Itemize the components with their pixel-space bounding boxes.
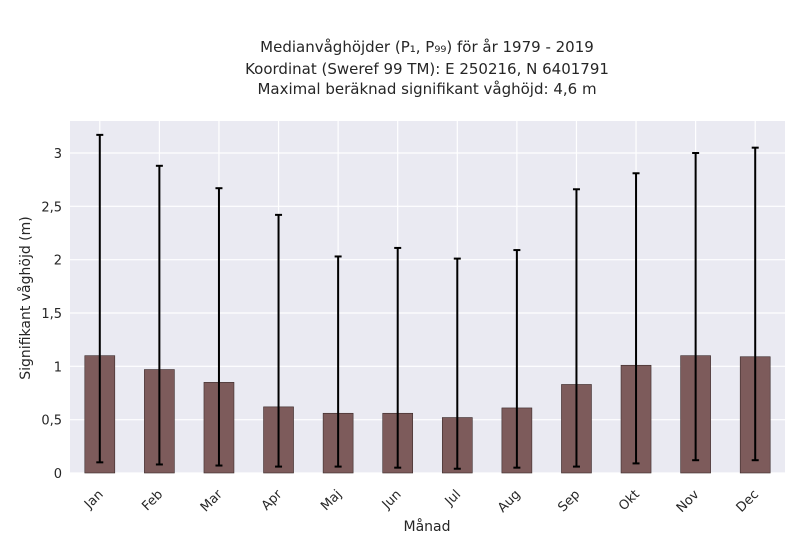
error-bars — [96, 133, 759, 470]
title-line-2: Koordinat (Sweref 99 TM): E 250216, N 64… — [245, 60, 609, 78]
x-tick-label-sep: Sep — [555, 487, 583, 515]
error-bar-apr — [275, 213, 283, 468]
y-tick-label: 1 — [54, 360, 62, 375]
x-tick-label-nov: Nov — [674, 487, 703, 516]
x-tick-label-apr: Apr — [259, 487, 286, 514]
y-tick-label: 2,5 — [41, 200, 62, 215]
y-tick-label: 0,5 — [41, 414, 62, 429]
x-tick-label-jun: Jun — [379, 487, 405, 513]
title-line-1: Medianvåghöjder (P₁, P₉₉) för år 1979 - … — [260, 38, 594, 56]
y-tick-label: 3 — [54, 147, 62, 162]
error-bar-nov — [692, 152, 700, 462]
x-tick-label-okt: Okt — [616, 487, 643, 514]
chart-title: Medianvåghöjder (P₁, P₉₉) för år 1979 - … — [245, 38, 609, 98]
error-bar-feb — [155, 164, 163, 466]
error-bar-aug — [513, 249, 521, 469]
x-tick-label-dec: Dec — [734, 487, 762, 515]
x-tick-label-aug: Aug — [495, 487, 524, 516]
x-axis-ticks: Jan Feb Mar Apr Maj Jun Jul Aug Sep Okt Nov Dec — [81, 487, 762, 516]
x-tick-label-maj: Maj — [318, 487, 345, 514]
y-tick-label: 1,5 — [41, 307, 62, 322]
y-axis-ticks: 0 0,5 1 1,5 2 2,5 3 — [41, 147, 62, 482]
y-tick-label: 0 — [54, 467, 62, 482]
x-tick-label-jan: Jan — [81, 487, 106, 512]
x-axis-label: Månad — [404, 518, 451, 535]
plot-area — [70, 121, 785, 473]
error-bar-maj — [334, 255, 342, 468]
x-tick-label-feb: Feb — [139, 487, 166, 514]
error-bar-jun — [394, 246, 402, 469]
x-tick-label-jul: Jul — [442, 487, 464, 509]
error-bar-dec — [751, 146, 759, 462]
error-bar-sep — [572, 188, 580, 468]
y-axis-label: Signifikant våghöjd (m) — [17, 216, 34, 379]
error-bar-jul — [453, 257, 461, 470]
error-bar-mar — [215, 187, 223, 467]
error-bar-okt — [632, 172, 640, 465]
y-tick-label: 2 — [54, 254, 62, 269]
x-tick-label-mar: Mar — [198, 487, 226, 515]
title-line-3: Maximal beräknad signifikant våghöjd: 4,… — [257, 80, 596, 98]
error-bar-jan — [96, 133, 104, 464]
